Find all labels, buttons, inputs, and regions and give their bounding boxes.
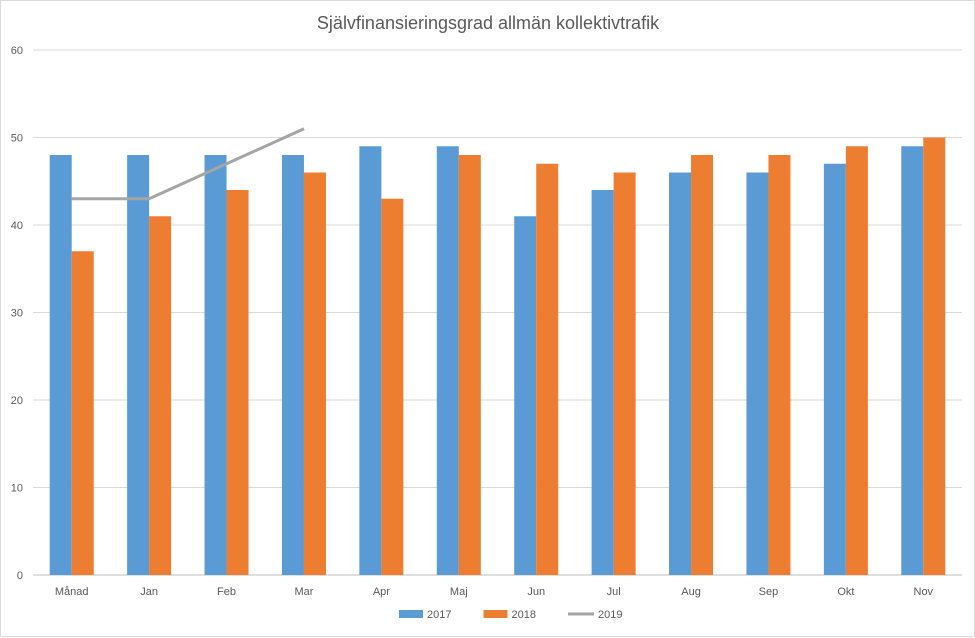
bar-2017-Mar bbox=[281, 155, 304, 575]
bar-2018-Okt bbox=[845, 146, 868, 575]
bar-2017-Maj bbox=[436, 146, 459, 575]
bar-2017-Feb bbox=[204, 155, 227, 575]
bar-2018-Feb bbox=[226, 190, 249, 575]
bar-2018-Nov bbox=[923, 137, 946, 575]
y-tick-label: 10 bbox=[11, 483, 23, 495]
x-tick-label: Nov bbox=[914, 586, 934, 598]
legend-label-2017: 2017 bbox=[427, 609, 451, 621]
x-tick-label: Jan bbox=[140, 586, 158, 598]
y-axis-ticks: 0 10 20 30 40 50 60 bbox=[11, 45, 23, 582]
bar-2018-Maj bbox=[458, 155, 481, 575]
bar-2017-Okt bbox=[823, 163, 846, 575]
x-tick-label: Maj bbox=[450, 586, 468, 598]
bar-2017-Jun bbox=[514, 216, 537, 575]
legend: 2017 2018 2019 bbox=[399, 609, 622, 621]
bar-2017-Sep bbox=[746, 172, 769, 575]
x-tick-label: Apr bbox=[373, 586, 390, 598]
x-tick-label: Feb bbox=[217, 586, 236, 598]
y-tick-label: 40 bbox=[11, 220, 23, 232]
y-tick-label: 50 bbox=[11, 133, 23, 145]
x-tick-label: Aug bbox=[681, 586, 701, 598]
legend-item-2017: 2017 bbox=[399, 609, 451, 621]
legend-item-2019: 2019 bbox=[567, 609, 622, 621]
line-2019 bbox=[71, 127, 305, 201]
y-tick-label: 20 bbox=[11, 395, 23, 407]
bar-2018-Månad bbox=[71, 251, 94, 575]
line-series bbox=[71, 127, 305, 201]
x-tick-label: Månad bbox=[55, 586, 89, 598]
x-tick-label: Okt bbox=[837, 586, 854, 598]
bar-2017-Jan bbox=[127, 155, 150, 575]
bar-2018-Mar bbox=[303, 172, 326, 575]
bar-2018-Jan bbox=[149, 216, 172, 575]
bar-2017-Nov bbox=[901, 146, 924, 575]
bar-2018-Apr bbox=[381, 198, 404, 575]
bar-2017-Aug bbox=[669, 172, 692, 575]
chart-title: Självfinansieringsgrad allmän kollektivt… bbox=[317, 13, 660, 33]
y-tick-label: 60 bbox=[11, 45, 23, 57]
bar-2018-Jul bbox=[613, 172, 636, 575]
x-tick-label: Mar bbox=[294, 586, 313, 598]
bar-2018-Aug bbox=[691, 155, 714, 575]
bar-2017-Apr bbox=[359, 146, 382, 575]
legend-label-2018: 2018 bbox=[511, 609, 535, 621]
bar-2017-Jul bbox=[591, 190, 614, 575]
legend-label-2019: 2019 bbox=[598, 609, 622, 621]
x-tick-label: Sep bbox=[759, 586, 779, 598]
legend-swatch-2017 bbox=[399, 610, 423, 618]
bar-2018-Jun bbox=[536, 163, 559, 575]
legend-item-2018: 2018 bbox=[483, 609, 536, 621]
x-tick-label: Jun bbox=[527, 586, 545, 598]
x-axis-ticks: Månad Jan Feb Mar Apr Maj Jun Jul Aug Sep Okt Nov bbox=[55, 586, 934, 598]
x-tick-label: Jul bbox=[607, 586, 621, 598]
gridlines bbox=[33, 49, 962, 576]
bar-2017-Månad bbox=[49, 155, 72, 575]
bars bbox=[49, 137, 946, 575]
legend-swatch-2018 bbox=[483, 610, 508, 618]
y-tick-label: 0 bbox=[17, 570, 23, 582]
y-tick-label: 30 bbox=[11, 308, 23, 320]
bar-2018-Sep bbox=[768, 155, 791, 575]
